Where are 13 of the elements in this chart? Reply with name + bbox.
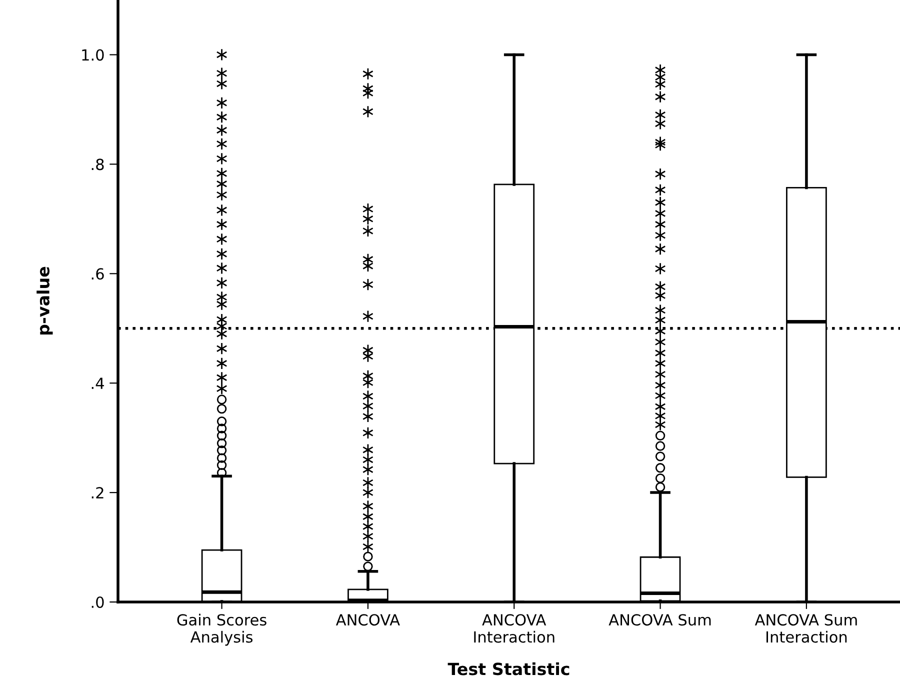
x-tick-label: Gain Scores Analysis: [177, 614, 266, 646]
y-tick-label: .8: [92, 158, 104, 170]
y-tick-label: .2: [92, 487, 104, 498]
x-tick-label: ANCOVA: [336, 614, 400, 626]
y-tick-label: .6: [92, 268, 104, 280]
y-tick-label: 1.0: [82, 49, 104, 61]
y-axis-title: p-value: [36, 266, 53, 335]
y-tick-label: .4: [92, 378, 104, 389]
y-tick-label: .0: [92, 596, 104, 608]
x-tick-label: ANCOVA Interaction: [474, 614, 554, 643]
x-axis-title: Test Statistic: [448, 662, 570, 676]
x-tick-label: ANCOVA Sum Interaction: [754, 614, 857, 643]
x-tick-label: ANCOVA Sum: [608, 614, 711, 626]
